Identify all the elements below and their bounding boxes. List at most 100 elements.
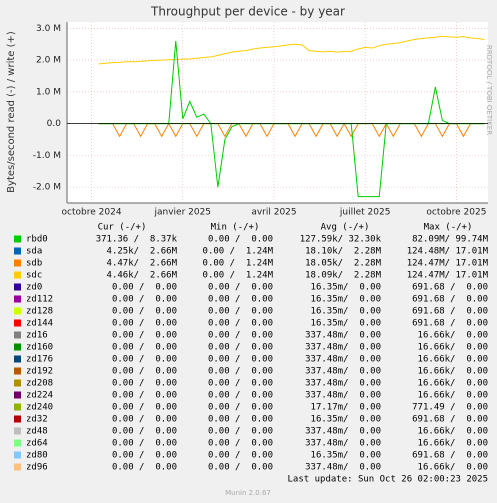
legend-swatch [14,355,21,363]
legend-swatch [14,415,21,423]
series-line [98,122,485,138]
legend-value: 0.00 / 0.00 [208,319,273,329]
legend-value: 124.47M/ 17.01M [407,271,489,281]
x-tick-label: avril 2025 [251,208,296,218]
legend-swatch [14,343,21,351]
legend-swatch [14,235,21,243]
legend-name: sdc [26,271,42,281]
y-tick-label: 1.0 M [36,87,61,97]
legend-value: 124.48M/ 17.01M [407,247,489,257]
legend-swatch [14,307,21,315]
legend-value: 0.00 / 0.00 [208,367,273,377]
legend-value: 0.00 / 0.00 [208,427,273,437]
legend-value: 4.47k/ 2.66M [107,259,178,269]
legend-value: 0.00 / 0.00 [112,295,177,305]
legend-name: sdb [26,259,42,269]
legend-value: 0.00 / 0.00 [208,451,273,461]
legend-name: zd192 [26,367,53,377]
legend-value: 0.00 / 0.00 [112,451,177,461]
legend-swatch [14,283,21,291]
legend-value: 16.66k/ 0.00 [418,391,488,401]
legend-swatch [14,463,21,471]
legend-value: 0.00 / 0.00 [208,403,273,413]
legend-value: 0.00 / 0.00 [112,379,177,389]
legend-name: zd128 [26,307,53,317]
legend-value: 371.36 / 8.37k [96,235,178,245]
legend-value: 0.00 / 0.00 [112,439,177,449]
legend-value: 337.48m/ 0.00 [305,343,381,353]
y-axis-label: Bytes/second read (-) / write (+) [6,31,17,193]
legend-value: 0.00 / 0.00 [208,331,273,341]
legend-value: 0.00 / 0.00 [112,355,177,365]
legend-name: zd80 [26,451,48,461]
legend-value: 0.00 / 0.00 [112,427,177,437]
legend-value: 691.68 / 0.00 [412,295,488,305]
legend-value: 16.66k/ 0.00 [418,355,488,365]
legend-value: 337.48m/ 0.00 [305,355,381,365]
legend-value: 337.48m/ 0.00 [305,427,381,437]
legend-value: 0.00 / 0.00 [208,439,273,449]
legend-value: 16.66k/ 0.00 [418,331,488,341]
legend-name: zd32 [26,415,48,425]
legend-value: 0.00 / 0.00 [208,379,273,389]
legend-value: 16.35m/ 0.00 [311,307,381,317]
legend-value: 4.25k/ 2.66M [107,247,178,257]
legend-value: 16.35m/ 0.00 [311,451,381,461]
legend-value: 124.47M/ 17.01M [407,259,489,269]
legend-swatch [14,439,21,447]
legend-value: 4.46k/ 2.66M [107,271,178,281]
series-line [98,35,485,65]
x-tick-label: octobre 2025 [426,208,486,218]
x-tick-label: janvier 2025 [153,208,211,218]
legend-value: 337.48m/ 0.00 [305,439,381,449]
legend-value: 771.49 / 0.00 [412,403,488,413]
version: Munin 2.0.67 [225,489,271,497]
legend-name: zd176 [26,355,53,365]
legend-value: 16.35m/ 0.00 [311,283,381,293]
legend-value: 337.48m/ 0.00 [305,463,381,473]
chart-title: Throughput per device - by year [150,5,345,19]
legend-value: 0.00 / 0.00 [112,391,177,401]
legend-value: 0.00 / 0.00 [208,295,273,305]
legend-header: Min (-/+) [211,223,260,233]
legend-name: zd16 [26,331,48,341]
legend-value: 0.00 / 0.00 [112,403,177,413]
legend-name: zd160 [26,343,53,353]
legend-value: 0.00 / 1.24M [203,271,274,281]
legend-value: 337.48m/ 0.00 [305,367,381,377]
legend-value: 82.09M/ 99.74M [412,235,488,245]
legend-value: 0.00 / 0.00 [112,343,177,353]
legend-swatch [14,427,21,435]
legend-value: 127.59k/ 32.30k [300,235,382,245]
legend-value: 0.00 / 0.00 [208,307,273,317]
legend-name: zd240 [26,403,53,413]
legend-value: 0.00 / 0.00 [208,415,273,425]
legend-value: 16.66k/ 0.00 [418,343,488,353]
legend-swatch [14,331,21,339]
legend-header: Cur (-/+) [98,223,147,233]
legend-header: Max (-/+) [424,223,473,233]
legend-value: 0.00 / 0.00 [112,319,177,329]
y-tick-label: 3.0 M [36,24,61,34]
legend-value: 0.00 / 0.00 [112,307,177,317]
legend-value: 691.68 / 0.00 [412,415,488,425]
legend-value: 337.48m/ 0.00 [305,391,381,401]
legend-value: 0.00 / 0.00 [112,283,177,293]
legend-swatch [14,271,21,279]
legend-name: rbd0 [26,235,48,245]
legend-value: 337.48m/ 0.00 [305,379,381,389]
legend-value: 16.66k/ 0.00 [418,463,488,473]
legend-value: 0.00 / 0.00 [112,331,177,341]
legend-swatch [14,451,21,459]
legend-header: Avg (-/+) [321,223,370,233]
y-tick-label: -1.0 M [33,151,61,161]
y-tick-label: -2.0 M [33,183,61,193]
legend-value: 0.00 / 1.24M [203,247,274,257]
legend-name: zd144 [26,319,53,329]
legend-value: 16.66k/ 0.00 [418,427,488,437]
legend-swatch [14,403,21,411]
legend-value: 16.66k/ 0.00 [418,439,488,449]
legend-value: 16.35m/ 0.00 [311,319,381,329]
legend-value: 18.05k/ 2.28M [305,259,381,269]
